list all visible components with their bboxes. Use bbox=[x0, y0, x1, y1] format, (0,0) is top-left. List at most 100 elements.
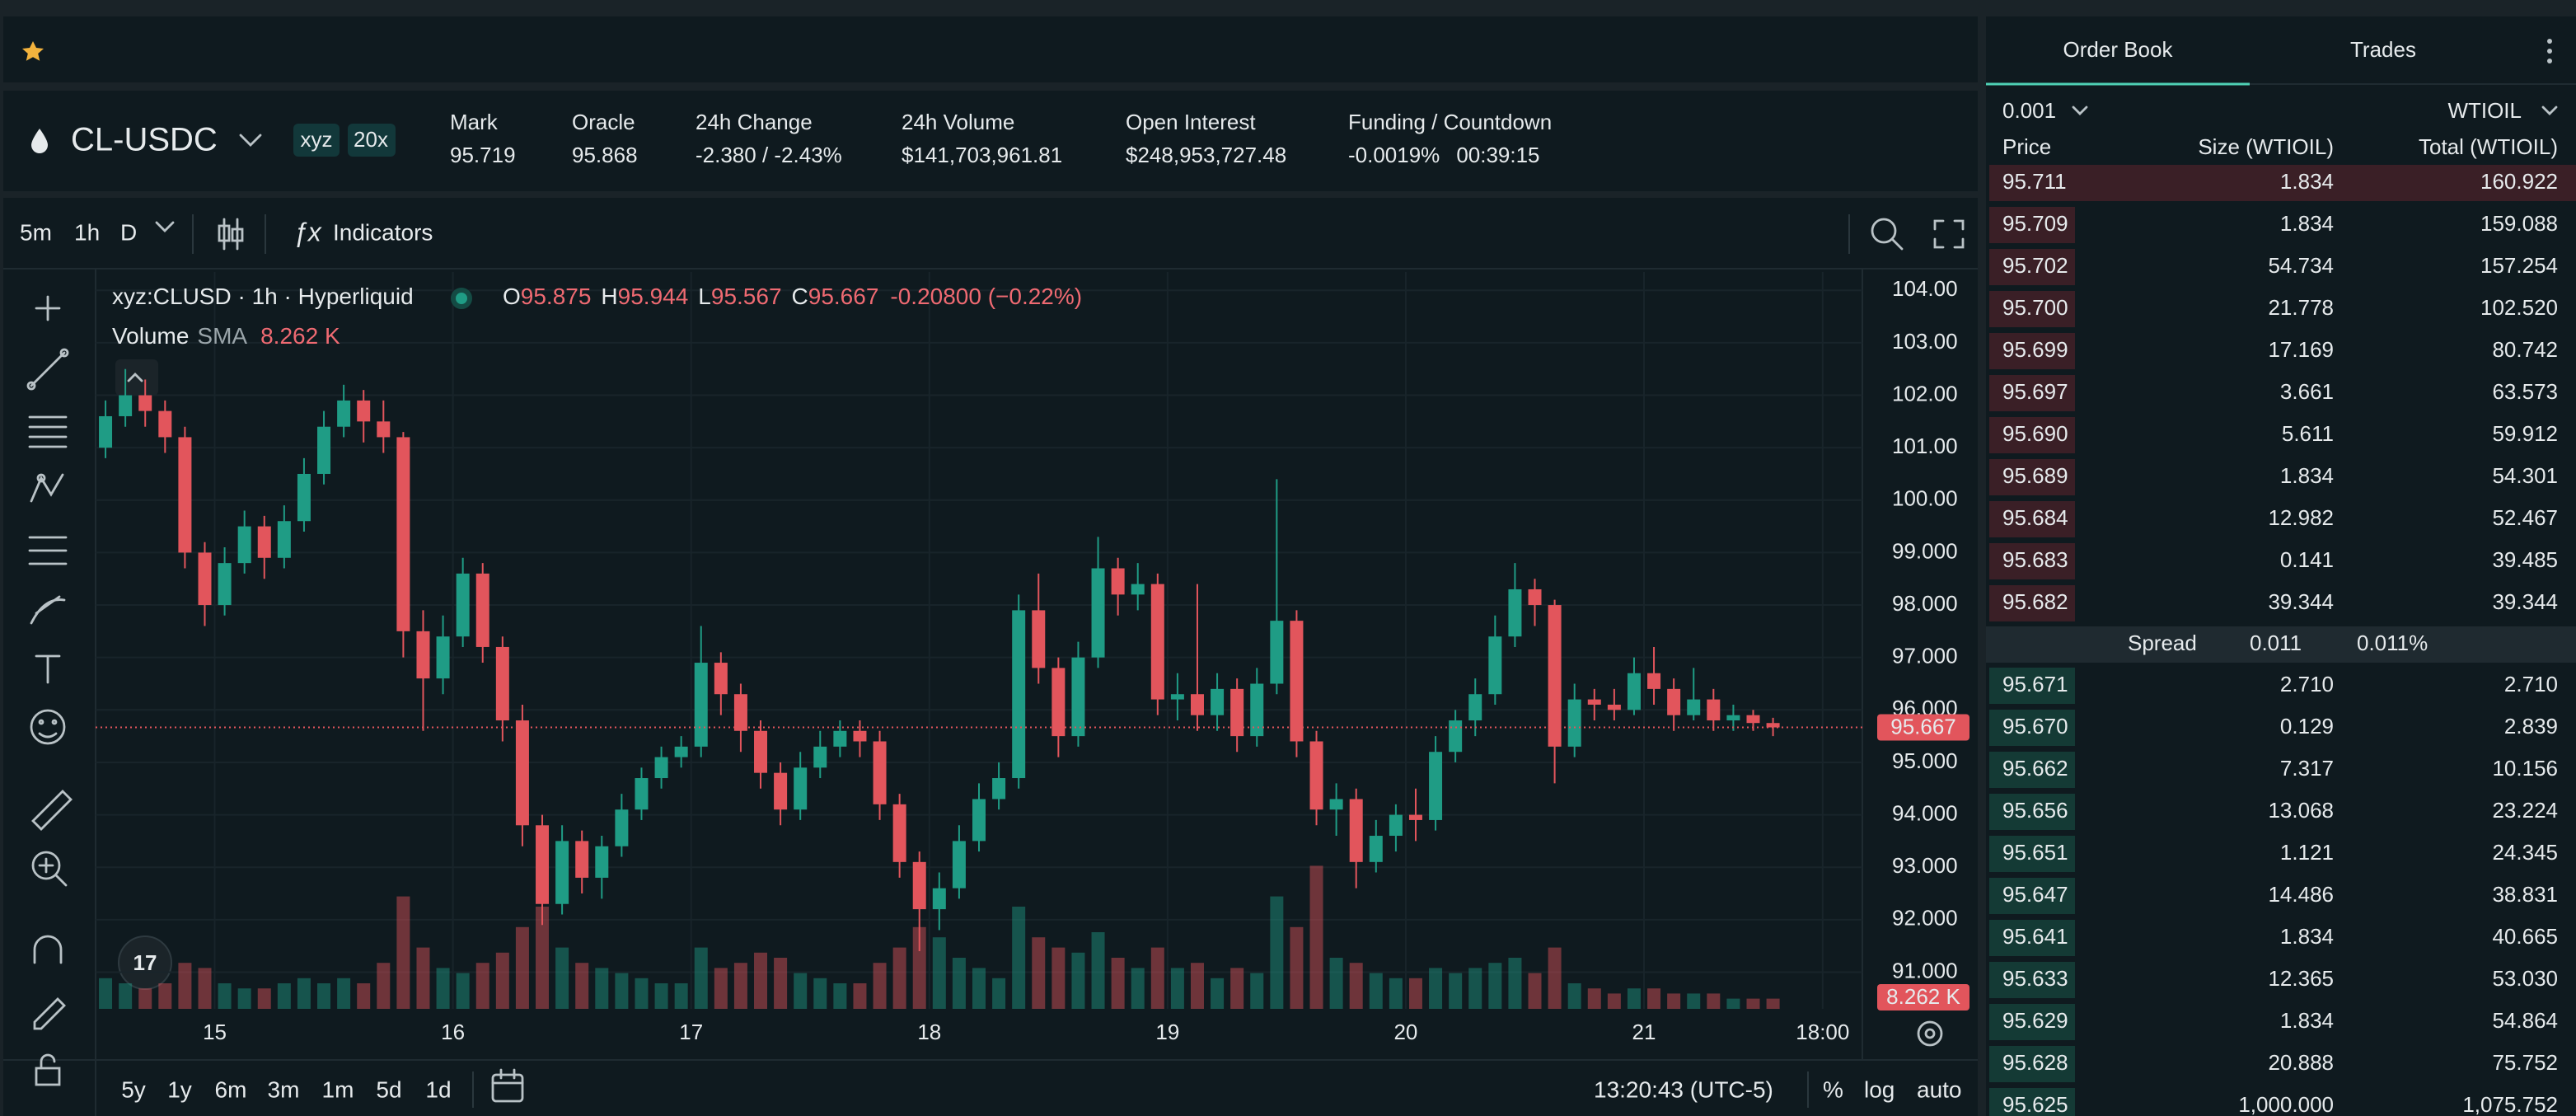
price: 95.700 bbox=[2002, 295, 2068, 320]
stat-value: $248,953,727.48 bbox=[1126, 143, 1286, 167]
total: 24.345 bbox=[2492, 840, 2558, 865]
price: 95.690 bbox=[2002, 421, 2068, 446]
range-button[interactable]: 5y bbox=[121, 1076, 146, 1102]
volume-bar bbox=[972, 968, 986, 1009]
interval[interactable]: D bbox=[120, 219, 137, 245]
volume-bar bbox=[1667, 993, 1681, 1009]
candle-body bbox=[694, 663, 708, 747]
candle-body bbox=[396, 437, 410, 631]
auto-toggle[interactable]: auto bbox=[1917, 1076, 1962, 1102]
percent-toggle[interactable]: % bbox=[1823, 1076, 1843, 1102]
price-cell-bg bbox=[1989, 585, 2075, 621]
unit-chevron[interactable] bbox=[2541, 106, 2558, 115]
legend-part: SMA bbox=[197, 323, 247, 349]
candle-body bbox=[1290, 621, 1304, 742]
stat-label: 24h Volume bbox=[902, 110, 1014, 134]
drawing-tools[interactable] bbox=[26, 295, 73, 1086]
candle-body bbox=[1707, 699, 1721, 721]
price-cell-bg bbox=[1989, 710, 2075, 746]
volume-bar bbox=[416, 947, 430, 1009]
last-price-label: 95.667 bbox=[1890, 714, 1956, 739]
volume-bar bbox=[1766, 998, 1780, 1009]
price: 95.628 bbox=[2002, 1050, 2068, 1075]
menu-dots[interactable] bbox=[2547, 39, 2552, 63]
candle-body bbox=[1429, 752, 1443, 820]
price: 95.697 bbox=[2002, 379, 2068, 404]
size: 5.611 bbox=[2282, 421, 2334, 446]
depth-row bbox=[1989, 165, 2576, 201]
stat-label: Oracle bbox=[572, 110, 635, 134]
range-button[interactable]: 1d bbox=[425, 1076, 451, 1102]
tag-bg bbox=[348, 124, 396, 157]
candle-body bbox=[754, 730, 768, 773]
price-cell-bg bbox=[1989, 962, 2075, 998]
tv-logo[interactable] bbox=[118, 935, 172, 990]
interval[interactable]: 1h bbox=[74, 219, 100, 245]
volume-bar bbox=[1647, 988, 1661, 1009]
tab[interactable]: Order Book bbox=[2063, 37, 2174, 62]
indicators[interactable]: Indicators bbox=[333, 219, 433, 245]
price: 95.625 bbox=[2002, 1092, 2068, 1116]
volume-bar bbox=[774, 958, 788, 1009]
candle-body bbox=[833, 730, 847, 747]
interval[interactable]: 5m bbox=[20, 219, 52, 245]
candle-body bbox=[1190, 694, 1204, 715]
price: 95.651 bbox=[2002, 840, 2068, 865]
total: 63.573 bbox=[2492, 379, 2558, 404]
ohlc-legend: O95.875 H95.944 L95.567 C95.667 -0.20800 (−0… bbox=[503, 284, 1082, 309]
price-cell-bg bbox=[1989, 1046, 2075, 1082]
spread-label: Spread bbox=[2128, 631, 2197, 655]
candle-body bbox=[1389, 814, 1403, 837]
tick-chevron[interactable] bbox=[2072, 106, 2088, 115]
candle-body bbox=[138, 395, 152, 411]
price: 95.662 bbox=[2002, 756, 2068, 781]
zoom-icon[interactable] bbox=[1871, 218, 1904, 251]
tick-size[interactable]: 0.001 bbox=[2002, 98, 2056, 123]
candle-type-icon[interactable] bbox=[218, 218, 244, 251]
y-tick-label: 99.000 bbox=[1892, 538, 1958, 563]
range-button[interactable]: 1y bbox=[167, 1076, 192, 1102]
settings-icon[interactable] bbox=[1917, 1020, 1943, 1047]
tab[interactable]: Trades bbox=[2350, 37, 2416, 62]
candle-body bbox=[932, 888, 946, 910]
legend-part: L bbox=[698, 284, 711, 309]
volume-bar bbox=[1687, 993, 1701, 1009]
legend-part: 95.944 bbox=[618, 284, 689, 309]
volume-bar bbox=[1131, 968, 1145, 1009]
y-tick-label: 101.00 bbox=[1892, 434, 1958, 458]
fullscreen-icon[interactable] bbox=[1933, 219, 1965, 249]
symbol: CL-USDC bbox=[71, 122, 218, 158]
last-price-tag bbox=[1877, 714, 1969, 741]
star-icon[interactable] bbox=[22, 41, 44, 61]
log-toggle[interactable]: log bbox=[1864, 1076, 1895, 1102]
candle-body bbox=[714, 663, 728, 695]
price-cell-bg bbox=[1989, 291, 2075, 327]
volume-bar bbox=[1071, 952, 1085, 1009]
range-button[interactable]: 6m bbox=[215, 1076, 247, 1102]
candle-body bbox=[277, 521, 291, 558]
interval-chevron[interactable] bbox=[155, 221, 175, 232]
range-button[interactable]: 5d bbox=[376, 1076, 401, 1102]
range-button[interactable]: 1m bbox=[322, 1076, 354, 1102]
unit-select[interactable]: WTIOIL bbox=[2447, 98, 2522, 123]
price-cell-bg bbox=[1989, 501, 2075, 537]
calendar-icon[interactable] bbox=[491, 1068, 524, 1103]
symbol-chevron[interactable] bbox=[239, 134, 262, 147]
range-button[interactable]: 3m bbox=[268, 1076, 300, 1102]
price: 95.671 bbox=[2002, 672, 2068, 696]
total: 160.922 bbox=[2480, 169, 2558, 194]
volume-bar bbox=[595, 968, 609, 1009]
volume-bar bbox=[178, 963, 192, 1009]
candle-body bbox=[1270, 621, 1284, 684]
volume-bar bbox=[1051, 947, 1066, 1009]
volume-tag bbox=[1877, 984, 1969, 1010]
volume-bar bbox=[396, 896, 410, 1009]
candle-body bbox=[1508, 588, 1522, 637]
fx-icon[interactable]: ƒx bbox=[293, 217, 322, 246]
size: 1.834 bbox=[2280, 463, 2334, 488]
total: 159.088 bbox=[2480, 211, 2558, 236]
volume-bar bbox=[575, 963, 589, 1009]
candle-body bbox=[1667, 688, 1681, 715]
volume-bar bbox=[1429, 968, 1443, 1009]
collapse-legend[interactable] bbox=[115, 359, 158, 396]
